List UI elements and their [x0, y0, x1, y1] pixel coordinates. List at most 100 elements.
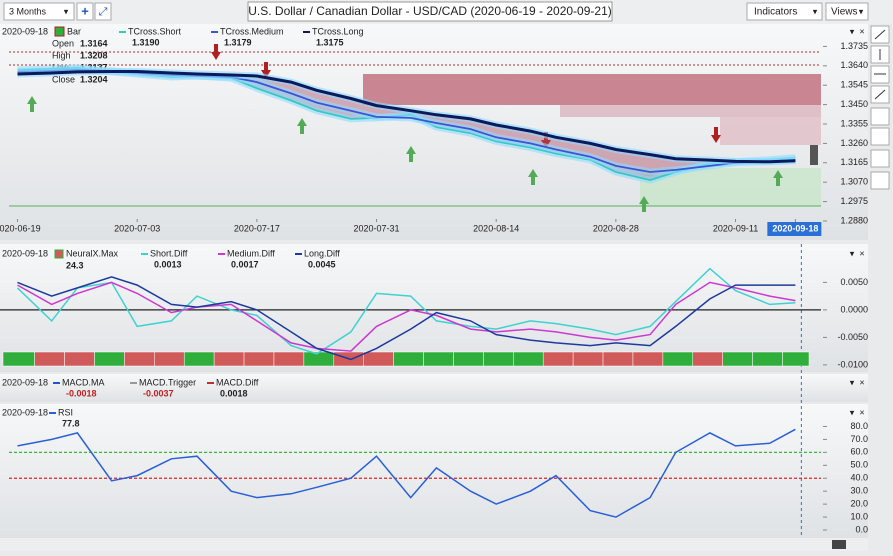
signal-block	[662, 351, 694, 367]
legend-label: TCross.Short	[128, 26, 182, 36]
legend-value: 1.3190	[132, 37, 160, 47]
tool-button[interactable]	[870, 171, 890, 190]
panel-close: ×	[859, 248, 864, 258]
panel-close: ×	[859, 407, 864, 417]
signal-block	[94, 351, 125, 367]
x-tick-label: 2020-07-03	[114, 223, 160, 233]
bar-icon	[54, 26, 65, 37]
signal-block	[722, 351, 753, 367]
zoom-in-button[interactable]	[76, 2, 94, 21]
signal-block	[64, 351, 95, 367]
panel-menu: ▾	[850, 26, 855, 36]
dropdown-arrow: ▾	[813, 6, 818, 16]
legend-label: MACD.Trigger	[139, 377, 196, 387]
y-tick-label: 1.3355	[840, 118, 868, 128]
legend-date: 2020-09-18	[2, 248, 48, 258]
current-bar-marker	[810, 145, 818, 165]
tcross-cloud	[17, 67, 796, 181]
x-tick-label: 2020-09-11	[713, 223, 758, 233]
signal-block	[513, 351, 544, 367]
signal-block	[572, 351, 604, 367]
views-text: Views	[831, 7, 858, 18]
legend-value: 77.8	[62, 418, 80, 428]
data-window-label: Open	[52, 38, 74, 48]
legend-value: 1.3175	[316, 37, 344, 47]
y-tick-label: 1.2880	[840, 215, 868, 225]
signal-block	[363, 351, 394, 367]
y-tick-label: 10.0	[850, 511, 868, 521]
diff-panel	[0, 244, 868, 372]
signal-block	[154, 351, 185, 367]
indicators-text: Indicators	[754, 7, 797, 18]
series-line	[16, 267, 796, 355]
signal-block	[303, 351, 335, 367]
signal-block	[393, 351, 424, 367]
panel-close: ×	[859, 26, 864, 36]
macd-panel	[0, 374, 868, 402]
legend-value: -0.0037	[143, 388, 174, 398]
y-tick-label: 80.0	[850, 421, 868, 431]
tool-button[interactable]	[870, 127, 890, 146]
y-tick-label: 40.0	[850, 473, 868, 483]
signal-block	[752, 351, 783, 367]
y-tick-label: 0.0	[855, 524, 868, 534]
x-tick-label: 2020-07-31	[354, 223, 400, 233]
legend-date: 2020-09-18	[2, 407, 48, 417]
expand-icon: ⤢	[99, 6, 108, 18]
data-window-value: 1.3204	[80, 74, 108, 84]
y-tick-label: 1.2975	[840, 196, 868, 206]
tool-button[interactable]	[870, 107, 890, 126]
range-select[interactable]	[3, 2, 75, 21]
y-tick-label: 1.3070	[840, 177, 868, 187]
y-tick-label: 1.3640	[840, 60, 868, 70]
y-tick-label: 50.0	[850, 460, 868, 470]
series-line	[17, 70, 796, 164]
legend-value: 0.0045	[308, 259, 336, 269]
signal-block	[692, 351, 723, 367]
resistance-zone	[363, 74, 821, 105]
signal-block	[423, 351, 454, 367]
scroll-thumb[interactable]	[832, 540, 846, 549]
legend-label: MACD.Diff	[216, 377, 259, 387]
data-window-value: 1.3164	[80, 38, 108, 48]
series-line	[17, 281, 796, 352]
dropdown-arrow: ▾	[64, 6, 69, 16]
chart-title: U.S. Dollar / Canadian Dollar - USD/CAD …	[248, 4, 612, 18]
signal-block	[632, 351, 664, 367]
plus-icon: +	[81, 3, 89, 18]
y-tick-label: -0.0050	[837, 332, 868, 342]
legend-value: 0.0013	[154, 259, 182, 269]
legend-label: MACD.MA	[62, 377, 105, 387]
y-tick-label: 0.0050	[840, 277, 868, 287]
series-line	[17, 428, 796, 518]
panel-menu: ▾	[850, 407, 855, 417]
views-button[interactable]	[825, 2, 869, 21]
x-tick-label: 2020-08-28	[593, 223, 639, 233]
expand-button[interactable]	[94, 2, 112, 21]
legend-label: Bar	[67, 26, 81, 36]
y-tick-label: 60.0	[850, 447, 868, 457]
tool-button[interactable]	[870, 149, 890, 168]
indicators-button[interactable]	[746, 2, 823, 21]
y-tick-label: 1.3450	[840, 99, 868, 109]
signal-block	[273, 351, 305, 367]
signal-block	[213, 351, 245, 367]
scrollbar[interactable]	[0, 538, 868, 551]
y-tick-label: 1.3165	[840, 157, 868, 167]
y-tick-label: -0.0100	[837, 359, 868, 369]
range-text: 3 Months	[9, 6, 47, 16]
signal-block	[34, 351, 65, 367]
panel-menu: ▾	[850, 377, 855, 387]
x-tick-label: 2020-06-19	[0, 223, 41, 233]
y-tick-label: 30.0	[850, 486, 868, 496]
legend-value: 1.3179	[224, 37, 252, 47]
legend-date: 2020-09-18	[2, 26, 48, 36]
legend-date: 2020-09-18	[2, 377, 48, 387]
y-tick-label: 70.0	[850, 434, 868, 444]
signal-block	[602, 351, 634, 367]
legend-label: RSI	[58, 407, 73, 417]
y-tick-label: 1.3260	[840, 138, 868, 148]
legend-label: TCross.Medium	[220, 26, 284, 36]
